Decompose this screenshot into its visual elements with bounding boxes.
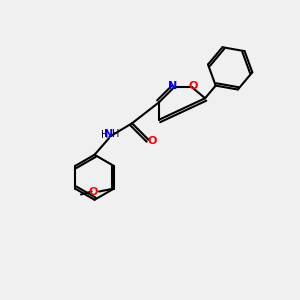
Text: N: N xyxy=(168,80,177,91)
Text: O: O xyxy=(89,187,98,196)
Text: H: H xyxy=(101,130,109,140)
Text: H: H xyxy=(112,129,120,139)
Text: N: N xyxy=(104,129,114,139)
Text: O: O xyxy=(188,80,198,91)
Text: O: O xyxy=(148,136,157,146)
